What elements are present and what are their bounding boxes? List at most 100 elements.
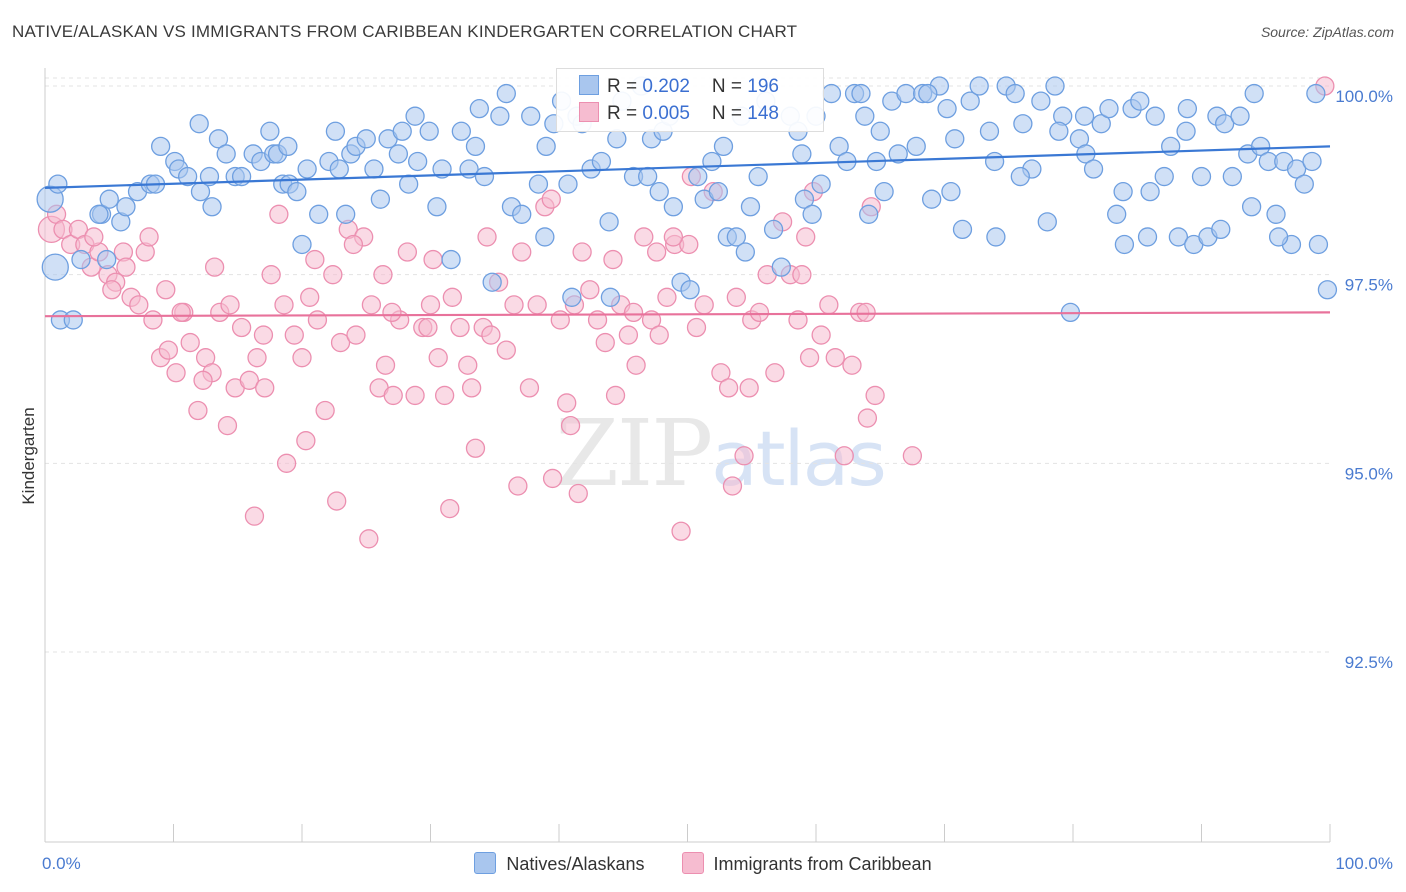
native-point — [63, 310, 83, 330]
native-point — [802, 204, 822, 224]
caribbean-point — [649, 325, 669, 345]
native-point — [1211, 219, 1231, 240]
native-point — [528, 174, 549, 194]
native-point — [1049, 121, 1069, 141]
native-point — [97, 249, 117, 270]
native-point — [922, 189, 942, 209]
caribbean-point — [739, 378, 759, 398]
native-point — [1268, 227, 1289, 247]
caribbean-point — [129, 295, 149, 315]
native-point — [945, 129, 965, 149]
stats-row-natives: R = 0.202 N = 196 — [579, 75, 779, 101]
native-point — [792, 144, 812, 164]
native-point — [1140, 182, 1160, 202]
caribbean-point — [220, 295, 240, 315]
native-point — [189, 114, 209, 134]
caribbean-point — [434, 385, 455, 406]
caribbean-point — [663, 227, 684, 247]
native-point — [558, 174, 578, 194]
caribbean-point — [671, 521, 691, 541]
caribbean-point — [359, 529, 379, 549]
caribbean-point — [722, 476, 743, 496]
native-point — [490, 106, 510, 126]
caribbean-point — [440, 498, 460, 519]
native-point — [512, 204, 532, 224]
caribbean-point — [315, 400, 335, 421]
trend-lines — [44, 145, 1331, 318]
caribbean-point — [450, 317, 470, 338]
native-point — [979, 121, 1000, 141]
native-point — [763, 219, 784, 240]
caribbean-point — [527, 295, 547, 315]
caribbean-point — [542, 468, 563, 489]
native-point — [688, 166, 708, 187]
native-point — [469, 98, 489, 119]
native-point — [48, 174, 68, 194]
native-point — [952, 219, 973, 240]
caribbean-point — [261, 265, 281, 285]
native-point — [1037, 212, 1057, 232]
native-point — [638, 166, 658, 187]
native-point — [811, 174, 831, 194]
native-point — [1176, 121, 1196, 141]
caribbean-point — [765, 363, 785, 383]
caribbean-point — [418, 317, 438, 338]
caribbean-point — [679, 234, 699, 255]
native-point — [1222, 166, 1242, 187]
caribbean-point — [865, 385, 885, 406]
native-point — [202, 197, 222, 217]
caribbean-point — [857, 408, 878, 428]
native-point — [748, 166, 768, 187]
native-point — [1168, 227, 1189, 247]
native-point — [969, 76, 989, 96]
native-point — [208, 129, 229, 149]
native-point — [1266, 204, 1286, 224]
native-point — [1250, 136, 1271, 157]
native-point — [708, 182, 728, 202]
caribbean-point — [156, 280, 176, 300]
caribbean-point — [519, 378, 540, 398]
caribbean-point — [253, 325, 274, 345]
caribbean-point — [244, 506, 265, 526]
native-point — [851, 83, 871, 104]
caribbean-point — [819, 295, 839, 315]
caribbean-point — [383, 385, 403, 406]
caribbean-point — [842, 355, 862, 375]
caribbean-point — [686, 317, 707, 338]
caribbean-point — [158, 340, 179, 360]
native-point — [1154, 166, 1174, 187]
caribbean-point — [825, 348, 845, 368]
y-tick-label: 92.5% — [1345, 653, 1393, 672]
legend-item-caribbean[interactable]: Immigrants from Caribbean — [681, 852, 932, 875]
chart-title: NATIVE/ALASKAN VS IMMIGRANTS FROM CARIBB… — [12, 22, 798, 41]
native-point — [325, 121, 346, 141]
legend-item-natives[interactable]: Natives/Alaskans — [474, 852, 644, 875]
caribbean-point — [239, 370, 259, 390]
series-legend: Natives/Alaskans Immigrants from Caribbe… — [0, 852, 1406, 875]
native-point — [960, 91, 980, 111]
n-value: 148 — [747, 103, 779, 124]
caribbean-point — [788, 310, 808, 330]
native-point — [297, 159, 317, 179]
native-point — [726, 227, 746, 247]
caribbean-point — [255, 378, 275, 398]
caribbean-point — [296, 431, 316, 451]
native-point — [1130, 91, 1150, 111]
caribbean-point — [623, 302, 644, 323]
caribbean-point — [792, 265, 812, 285]
native-point — [986, 227, 1006, 247]
native-point — [1308, 234, 1329, 255]
caribbean-point — [465, 438, 486, 458]
x-tick-label-min: 0.0% — [42, 854, 81, 873]
caribbean-point — [711, 363, 731, 383]
caribbean-point — [560, 415, 581, 436]
native-point — [199, 166, 220, 187]
native-point — [356, 129, 376, 149]
caribbean-point — [423, 249, 443, 270]
native-point — [99, 189, 119, 209]
native-point — [392, 121, 412, 141]
native-point — [441, 249, 461, 270]
r-label: R = — [607, 103, 643, 124]
native-point — [329, 159, 349, 179]
caribbean-point — [512, 242, 532, 262]
